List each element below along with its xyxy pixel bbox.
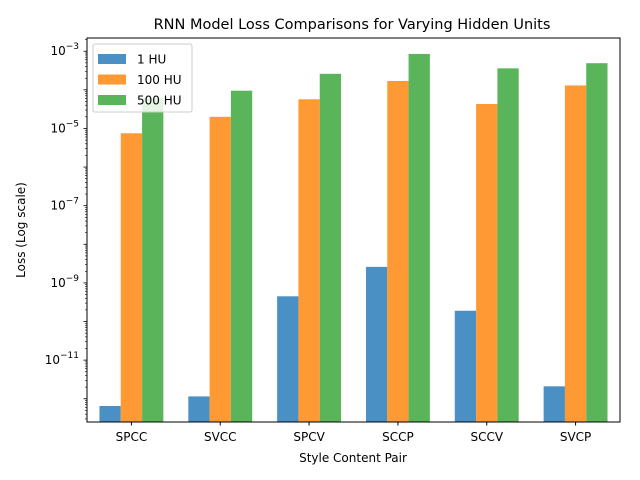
y-tick-label: 10−11 (45, 351, 79, 367)
x-tick-label-spcc: SPCC (116, 430, 148, 444)
bar-sccv-500-hu (497, 68, 519, 423)
bar-svcc-500-hu (230, 90, 253, 422)
legend-label-100-hu: 100 HU (137, 73, 182, 87)
bar-sccv-100-hu (476, 103, 498, 422)
chart-title: RNN Model Loss Comparisons for Varying H… (154, 17, 551, 33)
legend-swatch-1-hu (98, 54, 126, 64)
y-tick-exponent: −11 (60, 351, 79, 361)
bar-sccp-1-hu (365, 266, 388, 422)
y-tick-base: 10 (45, 353, 60, 367)
legend-label-1-hu: 1 HU (137, 53, 166, 67)
bar-sccp-100-hu (387, 80, 409, 422)
bar-sccv-1-hu (454, 310, 477, 422)
x-tick-label-sccp: SCCP (382, 430, 414, 444)
y-axis-label: Loss (Log scale) (14, 182, 28, 278)
y-tick-base: 10 (50, 121, 65, 135)
plot-frame (86, 37, 621, 423)
bar-svcp-500-hu (586, 63, 608, 422)
y-tick-label: 10−9 (50, 274, 79, 290)
x-tick-label-svcp: SVCP (560, 430, 591, 444)
x-tick-label-sccv: SCCV (470, 430, 503, 444)
bar-spcc-1-hu (99, 405, 121, 422)
bars-layer (99, 53, 608, 423)
bar-spcv-100-hu (298, 99, 320, 423)
legend: 1 HU 100 HU 500 HU (92, 43, 193, 113)
bar-svcc-1-hu (188, 396, 210, 422)
y-tick-label: 10−3 (50, 42, 79, 58)
bar-spcc-100-hu (120, 133, 143, 422)
y-tick-exponent: −5 (66, 119, 79, 129)
bar-svcp-100-hu (564, 85, 587, 423)
x-tick-label-svcc: SVCC (204, 430, 237, 444)
x-tick-label-spcv: SPCV (293, 430, 325, 444)
y-tick-label: 10−5 (50, 119, 79, 135)
legend-swatch-500-hu (98, 95, 126, 105)
y-tick-base: 10 (50, 276, 65, 290)
bar-spcv-1-hu (277, 296, 299, 422)
bar-spcv-500-hu (319, 73, 342, 423)
y-tick-base: 10 (50, 199, 65, 213)
x-axis-ticks: SPCC SVCC SPCV SCCP SCCV SVCP (116, 422, 591, 444)
y-tick-exponent: −3 (66, 42, 79, 52)
bar-sccp-500-hu (408, 53, 430, 423)
y-tick-label: 10−7 (50, 197, 79, 213)
legend-swatch-100-hu (98, 74, 126, 85)
legend-label-500-hu: 500 HU (137, 94, 182, 108)
y-tick-exponent: −7 (66, 197, 79, 207)
y-tick-base: 10 (50, 44, 65, 58)
bar-svcc-100-hu (209, 116, 231, 423)
bar-spcc-500-hu (142, 97, 164, 422)
y-tick-exponent: −9 (66, 274, 80, 284)
bar-svcp-1-hu (543, 386, 565, 422)
x-axis-label: Style Content Pair (299, 451, 407, 465)
